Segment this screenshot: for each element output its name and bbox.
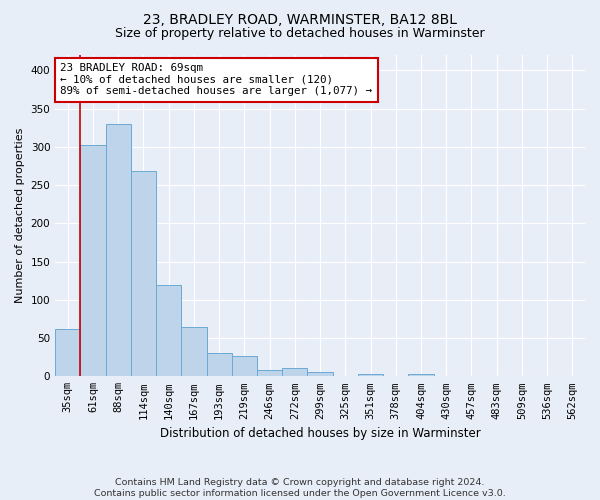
X-axis label: Distribution of detached houses by size in Warminster: Distribution of detached houses by size … <box>160 427 481 440</box>
Bar <box>409 374 434 376</box>
Bar <box>282 368 307 376</box>
Text: 23, BRADLEY ROAD, WARMINSTER, BA12 8BL: 23, BRADLEY ROAD, WARMINSTER, BA12 8BL <box>143 12 457 26</box>
Bar <box>206 354 232 376</box>
Bar <box>80 146 106 376</box>
Bar <box>307 372 332 376</box>
Bar <box>181 326 206 376</box>
Bar <box>131 172 156 376</box>
Text: 23 BRADLEY ROAD: 69sqm
← 10% of detached houses are smaller (120)
89% of semi-de: 23 BRADLEY ROAD: 69sqm ← 10% of detached… <box>61 63 373 96</box>
Text: Contains HM Land Registry data © Crown copyright and database right 2024.
Contai: Contains HM Land Registry data © Crown c… <box>94 478 506 498</box>
Y-axis label: Number of detached properties: Number of detached properties <box>15 128 25 304</box>
Text: Size of property relative to detached houses in Warminster: Size of property relative to detached ho… <box>115 28 485 40</box>
Bar <box>106 124 131 376</box>
Bar <box>232 356 257 376</box>
Bar <box>257 370 282 376</box>
Bar <box>156 284 181 376</box>
Bar <box>55 329 80 376</box>
Bar <box>358 374 383 376</box>
